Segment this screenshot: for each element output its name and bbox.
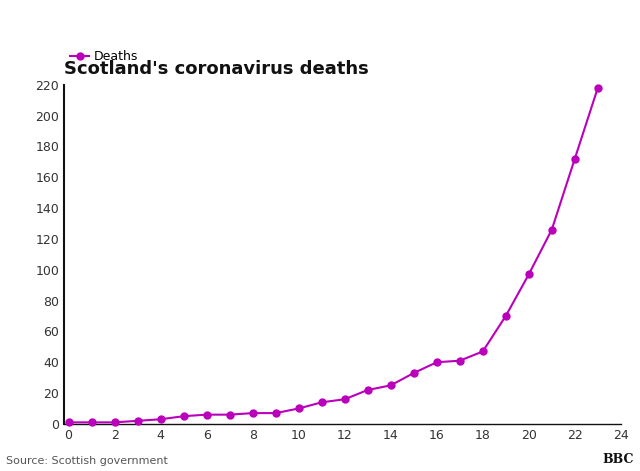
Legend: Deaths: Deaths	[70, 50, 138, 63]
Text: BBC: BBC	[602, 453, 634, 466]
Text: Scotland's coronavirus deaths: Scotland's coronavirus deaths	[64, 60, 369, 78]
Text: Source: Scottish government: Source: Scottish government	[6, 456, 168, 466]
